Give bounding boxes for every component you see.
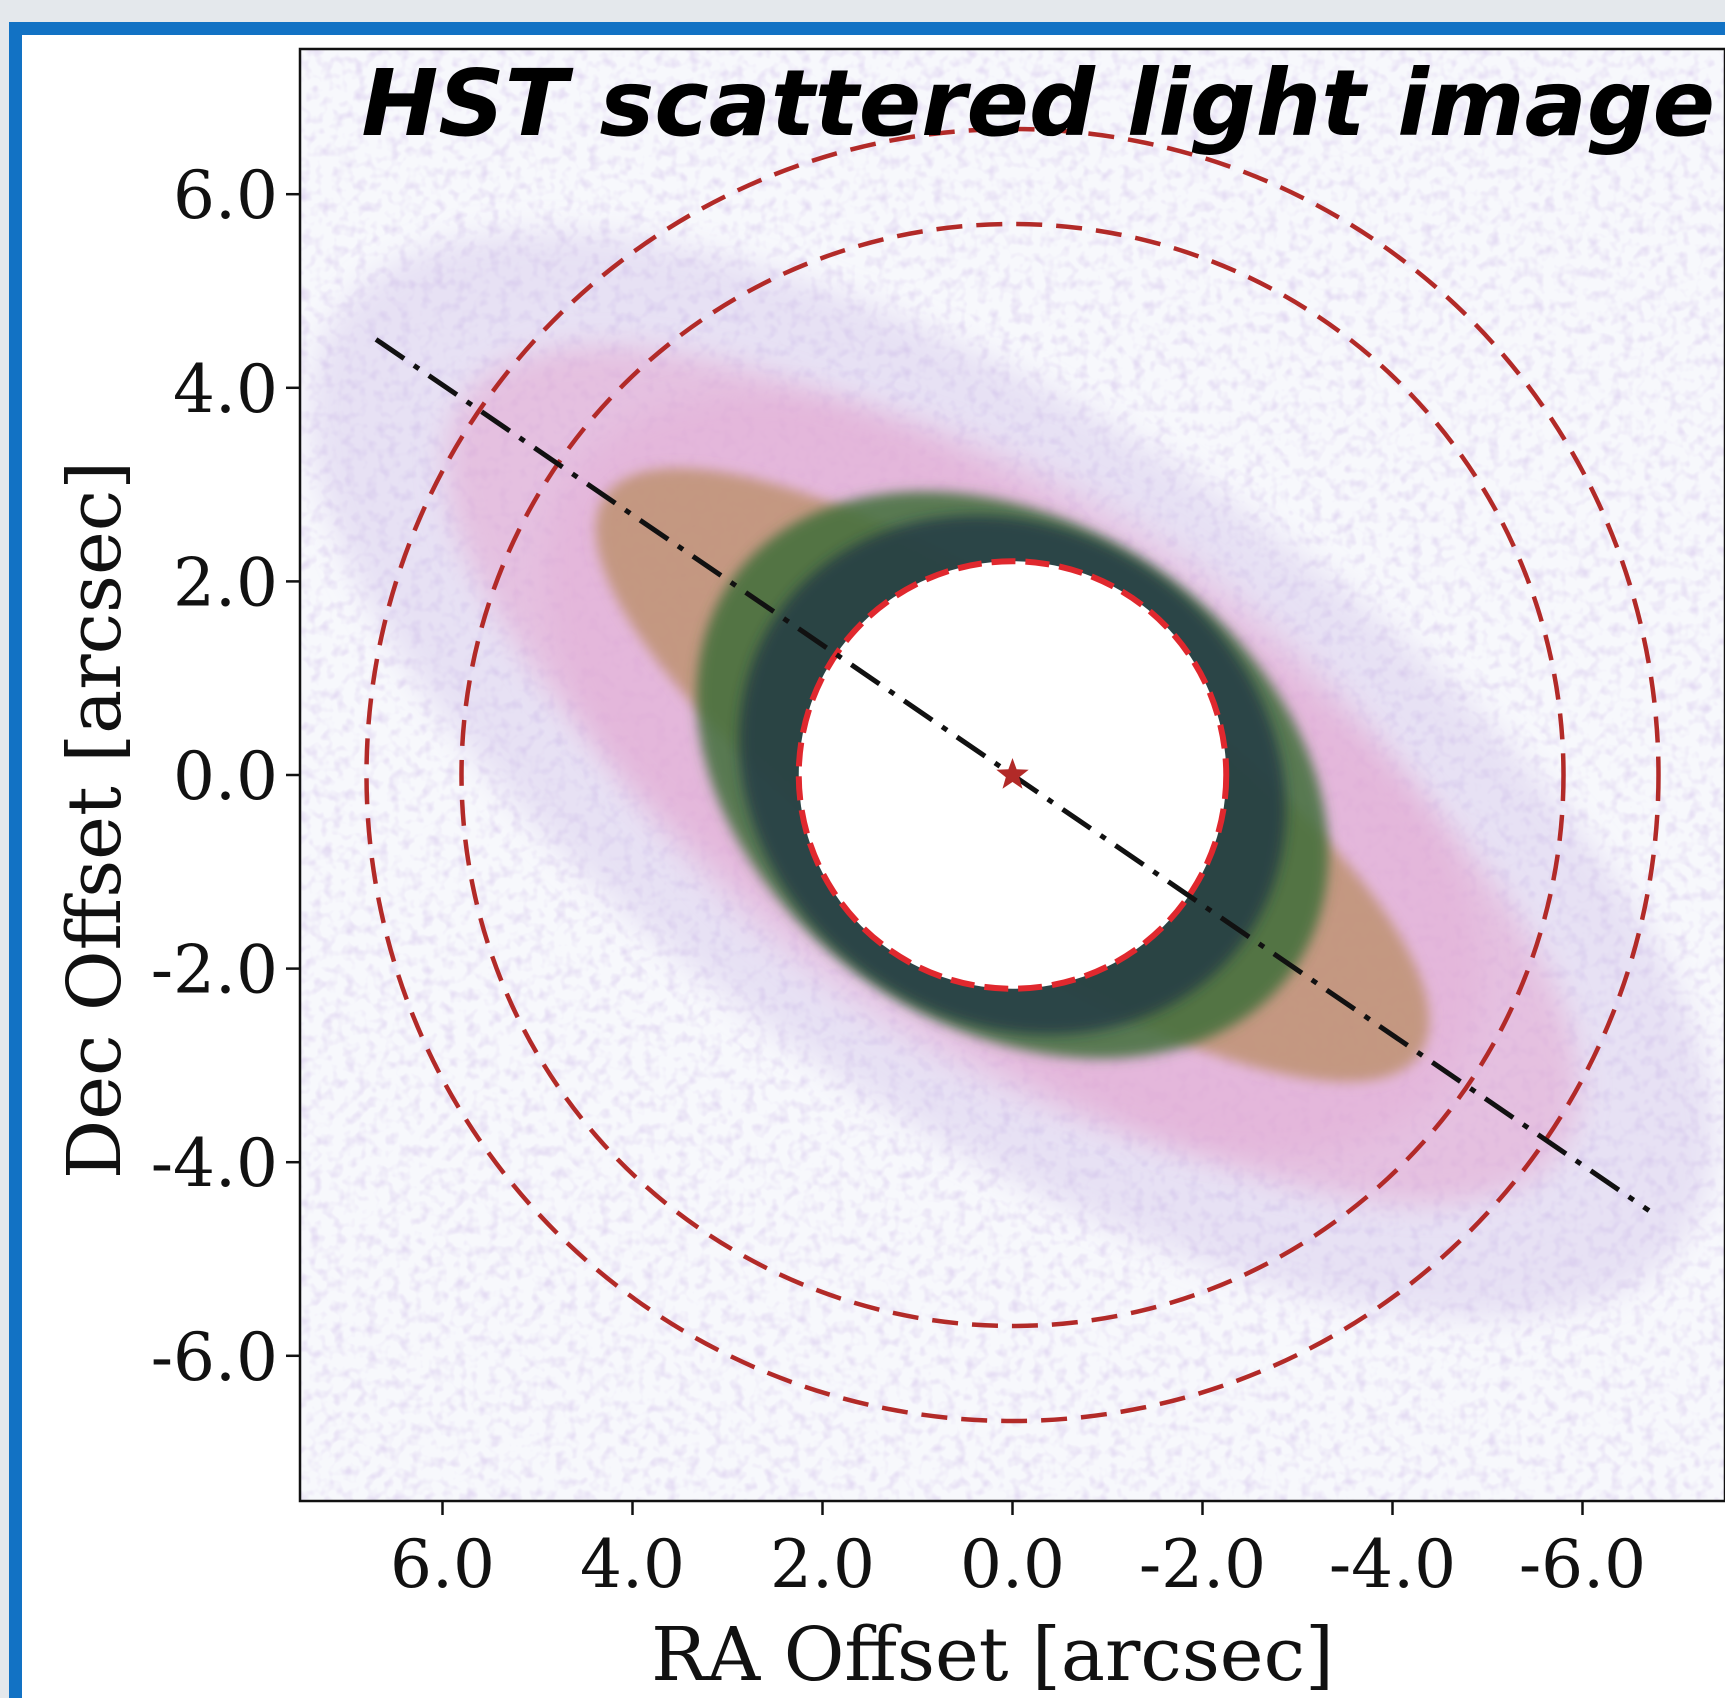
y-axis-title: Dec Offset [arcsec]: [52, 461, 138, 1179]
y-tick-label: 2.0: [173, 544, 278, 621]
y-tick-label: -6.0: [151, 1319, 278, 1396]
x-tick-label: 4.0: [580, 1526, 685, 1603]
x-tick-label: -6.0: [1519, 1526, 1646, 1603]
dashed-circle-2.25: [795, 558, 1230, 992]
x-tick-label: -4.0: [1329, 1526, 1456, 1603]
y-tick-label: -4.0: [151, 1125, 278, 1202]
plot-area: [300, 49, 1725, 1501]
x-axis-title: RA Offset [arcsec]: [651, 1612, 1334, 1698]
dashed-circle-5.8: [459, 221, 1566, 1329]
x-axis: 6.0 4.0 2.0 0.0 -2.0 -4.0 -6.0: [390, 1501, 1646, 1603]
x-tick-label: 0.0: [960, 1526, 1065, 1603]
y-tick-label: 0.0: [173, 738, 278, 815]
chart-title: HST scattered light image: [361, 50, 1715, 157]
x-tick-label: 6.0: [390, 1526, 495, 1603]
y-tick-label: 4.0: [173, 351, 278, 428]
y-tick-label: -2.0: [151, 932, 278, 1009]
figure-frame: 6.0 4.0 2.0 0.0 -2.0 -4.0 -6.0 6.0 4.0 2.0 0.0 -2.…: [9, 22, 1725, 1698]
y-axis: 6.0 4.0 2.0 0.0 -2.0 -4.0 -6.0: [151, 157, 300, 1396]
dashed-circle-6.8: [364, 126, 1661, 1424]
dashed-circles: [364, 126, 1661, 1424]
x-tick-label: -2.0: [1139, 1526, 1266, 1603]
y-tick-label: 6.0: [173, 157, 278, 234]
chart-figure: 6.0 4.0 2.0 0.0 -2.0 -4.0 -6.0 6.0 4.0 2.0 0.0 -2.…: [52, 47, 1725, 1698]
star-marker: [996, 758, 1029, 789]
x-tick-label: 2.0: [770, 1526, 875, 1603]
